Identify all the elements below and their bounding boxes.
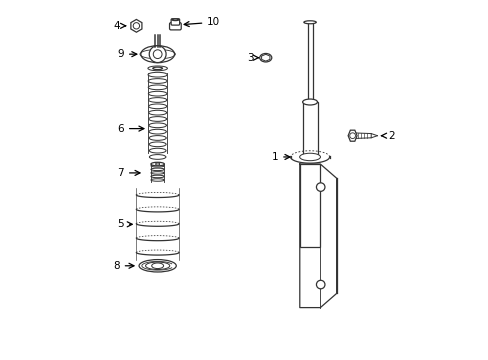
Polygon shape — [261, 54, 269, 61]
Text: 8: 8 — [113, 261, 134, 271]
Ellipse shape — [149, 148, 166, 153]
Ellipse shape — [303, 21, 316, 24]
Ellipse shape — [148, 78, 167, 84]
Polygon shape — [347, 130, 356, 141]
Ellipse shape — [151, 263, 163, 269]
Text: 2: 2 — [381, 131, 394, 141]
Ellipse shape — [149, 154, 165, 159]
Ellipse shape — [148, 104, 166, 109]
Ellipse shape — [148, 85, 167, 90]
Text: 3: 3 — [246, 53, 259, 63]
Ellipse shape — [148, 72, 167, 77]
Circle shape — [349, 133, 355, 139]
Text: 5: 5 — [117, 219, 132, 229]
FancyBboxPatch shape — [299, 164, 320, 247]
Text: 9: 9 — [117, 49, 137, 59]
Circle shape — [316, 280, 325, 289]
FancyBboxPatch shape — [307, 22, 312, 102]
FancyBboxPatch shape — [169, 23, 181, 30]
Circle shape — [153, 50, 162, 59]
Ellipse shape — [148, 98, 166, 102]
Circle shape — [149, 46, 166, 63]
Polygon shape — [131, 19, 142, 32]
Ellipse shape — [171, 19, 179, 21]
Ellipse shape — [151, 179, 164, 181]
Ellipse shape — [149, 142, 166, 147]
Ellipse shape — [152, 67, 162, 69]
Ellipse shape — [148, 117, 166, 121]
Ellipse shape — [148, 123, 166, 128]
Ellipse shape — [149, 136, 166, 140]
Text: 4: 4 — [113, 21, 125, 31]
Ellipse shape — [151, 175, 164, 178]
Ellipse shape — [149, 129, 166, 134]
Circle shape — [133, 23, 139, 29]
Ellipse shape — [302, 99, 317, 105]
Ellipse shape — [262, 55, 268, 60]
Ellipse shape — [151, 165, 164, 167]
Ellipse shape — [147, 66, 167, 71]
FancyBboxPatch shape — [302, 102, 317, 157]
Ellipse shape — [299, 153, 320, 161]
Polygon shape — [352, 133, 370, 139]
Text: 6: 6 — [117, 123, 143, 134]
Circle shape — [316, 183, 325, 192]
FancyBboxPatch shape — [171, 19, 179, 25]
Ellipse shape — [151, 162, 164, 166]
Text: 7: 7 — [117, 168, 140, 178]
Ellipse shape — [145, 262, 169, 270]
Ellipse shape — [155, 163, 160, 165]
Text: 1: 1 — [271, 152, 289, 162]
Ellipse shape — [141, 46, 174, 63]
Ellipse shape — [148, 91, 166, 96]
Ellipse shape — [259, 54, 271, 62]
Ellipse shape — [151, 172, 164, 174]
Ellipse shape — [139, 260, 176, 272]
Text: 10: 10 — [184, 17, 220, 27]
Ellipse shape — [151, 168, 164, 171]
Ellipse shape — [148, 110, 166, 115]
